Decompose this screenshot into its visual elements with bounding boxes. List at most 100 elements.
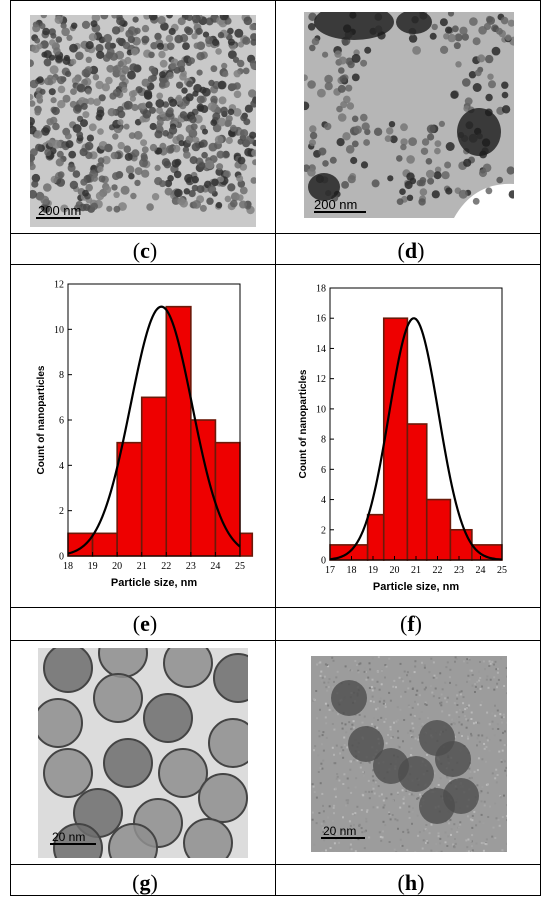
background-noise	[371, 815, 373, 818]
nanoparticle	[97, 165, 104, 173]
nanoparticle	[74, 104, 82, 112]
nanoparticle	[396, 198, 404, 206]
nanoparticle	[162, 130, 170, 137]
background-noise	[383, 699, 386, 702]
nanoparticle	[32, 24, 41, 33]
background-noise	[345, 731, 348, 734]
background-noise	[476, 737, 479, 740]
nanoparticle	[431, 23, 438, 31]
background-noise	[489, 662, 492, 665]
background-noise	[354, 660, 357, 662]
background-noise	[466, 662, 469, 664]
nanoparticle	[222, 150, 230, 158]
background-noise	[333, 753, 335, 756]
background-noise	[466, 719, 469, 722]
background-noise	[476, 769, 479, 772]
nanoparticle	[434, 166, 442, 173]
nanoparticle	[419, 788, 455, 824]
background-noise	[491, 727, 494, 730]
nanoparticle	[496, 176, 503, 184]
nanoparticle	[141, 35, 150, 44]
background-noise	[403, 719, 406, 721]
nanoparticle	[167, 175, 174, 182]
nanoparticle	[75, 51, 84, 61]
y-tick-label: 8	[59, 370, 64, 381]
background-noise	[478, 670, 481, 673]
nanoparticle	[507, 19, 514, 27]
background-noise	[494, 802, 497, 805]
nanoparticle	[111, 15, 118, 19]
nanoparticle	[87, 97, 95, 105]
background-noise	[349, 824, 352, 827]
background-noise	[470, 732, 472, 735]
histogram-bar	[140, 396, 168, 557]
nanoparticle	[186, 80, 194, 88]
nanoparticle	[76, 131, 84, 139]
background-noise	[335, 676, 338, 679]
background-noise	[384, 718, 387, 720]
nanoparticle	[459, 26, 468, 35]
nanoparticle	[463, 158, 472, 167]
nanoparticle	[237, 180, 246, 188]
background-noise	[321, 734, 324, 737]
y-tick-label: 18	[316, 284, 326, 295]
background-noise	[399, 838, 402, 841]
background-noise	[334, 795, 337, 798]
nanoparticle	[34, 130, 43, 139]
nanoparticle	[342, 132, 351, 141]
nanoparticle	[179, 102, 187, 110]
background-noise	[318, 735, 321, 738]
background-noise	[466, 815, 469, 818]
background-noise	[456, 697, 459, 700]
background-noise	[325, 686, 328, 689]
background-noise	[377, 707, 379, 710]
background-noise	[498, 824, 501, 827]
tem-image-d: 200 nm	[304, 12, 514, 218]
nanoparticle	[35, 143, 43, 152]
x-tick-label: 23	[186, 561, 196, 572]
nanoparticle	[105, 76, 113, 85]
nanoparticle	[154, 164, 161, 171]
background-noise	[488, 738, 491, 741]
background-noise	[318, 730, 321, 732]
nanoparticle	[134, 27, 141, 34]
background-noise	[458, 721, 461, 724]
nanoparticle	[329, 156, 337, 164]
background-noise	[353, 726, 355, 729]
background-noise	[368, 760, 371, 763]
background-noise	[357, 838, 360, 841]
background-noise	[371, 657, 374, 660]
nanoparticle	[143, 15, 151, 20]
background-noise	[465, 718, 468, 721]
nanoparticle	[338, 67, 345, 74]
background-noise	[365, 829, 367, 832]
background-noise	[340, 849, 343, 851]
nanoparticle	[120, 185, 130, 195]
nanoparticle	[30, 189, 38, 199]
background-noise	[433, 772, 436, 775]
background-noise	[322, 749, 325, 752]
background-noise	[311, 783, 314, 786]
background-noise	[380, 683, 383, 686]
nanoparticle	[249, 131, 256, 139]
nanoparticle	[124, 152, 133, 161]
nanoparticle	[54, 15, 63, 24]
background-noise	[320, 743, 323, 746]
y-tick-label: 4	[321, 495, 326, 506]
nanoparticle	[384, 135, 392, 142]
nanoparticle	[336, 105, 343, 113]
background-noise	[356, 805, 359, 808]
nanoparticle	[76, 83, 86, 93]
nanoparticle	[108, 823, 158, 858]
nanoparticle	[244, 104, 253, 113]
nanoparticle	[93, 98, 101, 106]
background-noise	[481, 758, 484, 761]
background-noise	[467, 838, 470, 841]
background-noise	[501, 819, 504, 822]
background-noise	[453, 722, 456, 725]
background-noise	[324, 830, 327, 833]
background-noise	[346, 799, 349, 802]
nanoparticle	[103, 185, 112, 194]
nanoparticle	[154, 32, 162, 41]
background-noise	[486, 675, 489, 678]
